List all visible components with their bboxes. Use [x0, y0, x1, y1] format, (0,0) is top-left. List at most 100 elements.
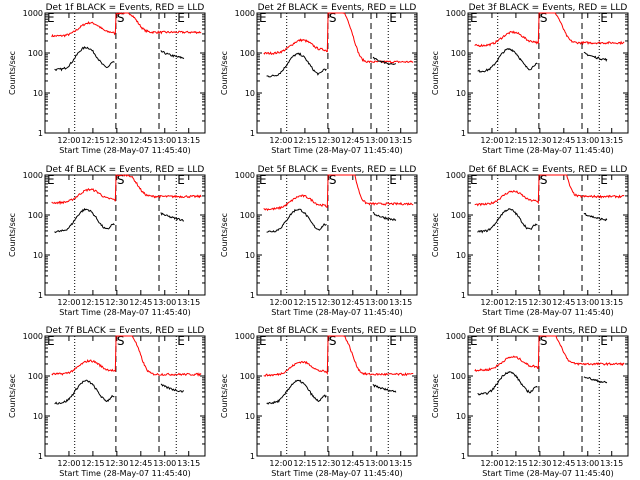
event-marker-label: E: [177, 11, 185, 25]
event-marker-label: E: [47, 11, 55, 25]
y-axis-label: Counts/sec: [8, 374, 17, 418]
x-tick-label: 12:00: [269, 136, 292, 145]
series-events-line: [477, 47, 538, 73]
x-tick-label: 13:15: [389, 136, 412, 145]
y-tick-label: 1: [250, 129, 255, 138]
event-marker-label: S: [329, 173, 337, 187]
series-events-line: [583, 51, 608, 62]
plot-frame: [44, 12, 206, 134]
x-tick-label: 13:15: [389, 298, 412, 307]
y-tick-label: 1: [461, 452, 466, 461]
plot-frame: [256, 335, 418, 457]
series-events-line: [372, 212, 397, 222]
event-marker-label: S: [540, 11, 548, 25]
panel-title: Det 5f BLACK = Events, RED = LLD: [258, 165, 417, 175]
y-tick-label: 10: [33, 251, 43, 260]
panel-title: Det 4f BLACK = Events, RED = LLD: [46, 165, 205, 175]
x-tick-label: 12:45: [129, 459, 152, 468]
x-tick-label: 12:15: [81, 136, 104, 145]
plot-frame: [467, 335, 629, 457]
x-tick-label: 13:00: [153, 298, 176, 307]
series-events-line: [54, 46, 115, 72]
series-lld-line: [474, 335, 625, 372]
x-tick-label: 13:00: [576, 136, 599, 145]
x-tick-label: 12:45: [129, 136, 152, 145]
series-events-line: [54, 379, 115, 405]
x-axis-label: Start Time (28-May-07 11:45:40): [271, 146, 402, 155]
x-tick-label: 12:15: [81, 298, 104, 307]
y-tick-label: 10: [456, 412, 466, 421]
y-tick-label: 1000: [23, 171, 43, 180]
event-marker-label: E: [600, 173, 608, 187]
x-tick-label: 12:15: [504, 459, 527, 468]
series-lld-line: [51, 174, 202, 205]
y-tick-label: 1: [461, 129, 466, 138]
series-events-line: [160, 50, 185, 60]
event-marker-label: S: [329, 11, 337, 25]
y-tick-label: 10: [456, 89, 466, 98]
x-tick-label: 12:30: [528, 459, 551, 468]
event-marker-label: S: [117, 173, 125, 187]
y-tick-label: 100: [28, 211, 43, 220]
series-events-line: [54, 207, 115, 234]
event-marker-label: E: [470, 173, 478, 187]
y-tick-label: 1: [250, 452, 255, 461]
y-axis-label: Counts/sec: [220, 213, 229, 257]
y-tick-label: 1: [38, 452, 43, 461]
x-tick-label: 12:30: [105, 459, 128, 468]
x-tick-label: 12:15: [504, 298, 527, 307]
y-tick-label: 1000: [23, 9, 43, 18]
y-tick-label: 100: [28, 49, 43, 58]
x-tick-label: 12:30: [317, 136, 340, 145]
y-tick-label: 100: [240, 211, 255, 220]
y-axis-label: Counts/sec: [8, 51, 17, 95]
x-tick-label: 13:15: [177, 459, 200, 468]
x-tick-label: 13:15: [600, 459, 623, 468]
event-marker-label: S: [540, 334, 548, 348]
x-tick-label: 12:00: [269, 298, 292, 307]
series-events-line: [583, 212, 608, 222]
event-marker-label: E: [177, 334, 185, 348]
x-tick-label: 13:00: [576, 459, 599, 468]
panel-title: Det 2f BLACK = Events, RED = LLD: [258, 3, 417, 13]
event-marker-label: E: [177, 173, 185, 187]
y-tick-label: 1000: [23, 332, 43, 341]
x-tick-label: 12:30: [317, 298, 340, 307]
y-tick-label: 1000: [235, 9, 255, 18]
y-tick-label: 1: [250, 291, 255, 300]
event-marker-label: S: [117, 334, 125, 348]
panel-title: Det 6f BLACK = Events, RED = LLD: [469, 165, 628, 175]
event-marker-label: E: [470, 11, 478, 25]
x-tick-label: 13:15: [600, 136, 623, 145]
event-marker-label: E: [259, 11, 267, 25]
x-tick-label: 12:45: [552, 459, 575, 468]
y-tick-label: 100: [451, 372, 466, 381]
event-marker-label: E: [259, 334, 267, 348]
series-lld-line: [263, 174, 414, 212]
y-tick-label: 1000: [235, 171, 255, 180]
panel-title: Det 1f BLACK = Events, RED = LLD: [46, 3, 205, 13]
series-lld-line: [51, 335, 202, 377]
series-lld-line: [263, 12, 414, 64]
y-axis-label: Counts/sec: [431, 51, 440, 95]
y-axis-label: Counts/sec: [220, 51, 229, 95]
x-axis-label: Start Time (28-May-07 11:45:40): [271, 469, 402, 478]
series-lld-line: [474, 174, 625, 207]
series-events-line: [266, 379, 327, 405]
x-tick-label: 12:15: [81, 459, 104, 468]
event-marker-label: S: [329, 334, 337, 348]
x-tick-label: 12:45: [552, 136, 575, 145]
series-events-line: [477, 207, 538, 234]
x-tick-label: 12:15: [293, 136, 316, 145]
plot-frame: [467, 12, 629, 134]
series-events-line: [372, 56, 396, 66]
y-tick-label: 100: [451, 49, 466, 58]
y-tick-label: 1000: [446, 171, 466, 180]
y-axis-label: Counts/sec: [431, 374, 440, 418]
plot-frame: [256, 174, 418, 296]
x-tick-label: 13:15: [177, 136, 200, 145]
series-events-line: [477, 370, 538, 396]
x-axis-label: Start Time (28-May-07 11:45:40): [271, 308, 402, 317]
event-marker-label: E: [600, 11, 608, 25]
x-tick-label: 12:30: [528, 298, 551, 307]
